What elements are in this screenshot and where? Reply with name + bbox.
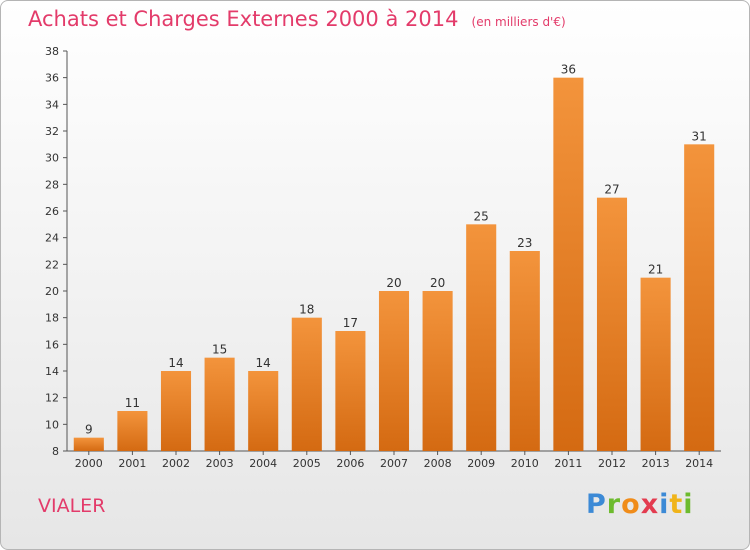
bar-value-label: 18 [299,303,314,317]
y-tick-label: 10 [45,418,59,431]
bar-value-label: 14 [168,356,183,370]
bar [466,224,497,451]
x-tick-label: 2009 [467,457,495,470]
x-tick-label: 2010 [511,457,539,470]
brand-logo-letter: P [586,489,607,520]
y-tick-label: 8 [52,445,59,458]
bar-value-label: 15 [212,343,227,357]
y-tick-label: 14 [45,365,59,378]
bar-value-label: 23 [517,236,532,250]
bar-value-label: 20 [386,276,401,290]
y-tick-label: 16 [45,338,59,351]
bar [422,291,453,451]
brand-logo-letter: r [606,489,622,520]
y-tick-label: 34 [45,98,59,111]
x-tick-label: 2007 [380,457,408,470]
x-tick-label: 2014 [685,457,713,470]
bar-value-label: 11 [125,396,140,410]
data-labels: 9 11 14 15 14 18 17 20 20 25 23 36 27 21 31 [85,63,707,437]
bar [596,197,628,451]
bar [204,357,235,451]
brand-logo[interactable]: Proxiti [586,489,694,520]
bar-value-label: 14 [256,356,271,370]
y-axis: 8 10 12 14 16 18 20 22 24 26 28 30 32 34 36 38 [45,45,68,458]
y-tick-label: 24 [45,232,59,245]
y-tick-label: 38 [45,45,59,58]
bar [335,331,366,451]
x-tick-label: 2000 [75,457,103,470]
bar [73,437,104,451]
bar [509,251,540,451]
x-tick-label: 2004 [249,457,277,470]
y-tick-label: 30 [45,152,59,165]
bar [248,371,279,451]
y-tick-label: 20 [45,285,59,298]
y-tick-label: 28 [45,178,59,191]
chart-subtitle: (en milliers d'€) [471,15,566,29]
x-tick-label: 2006 [336,457,364,470]
bar [640,277,671,451]
x-tick-label: 2012 [598,457,626,470]
bar-value-label: 25 [474,209,489,223]
bar-series [73,77,715,452]
bar-value-label: 36 [561,63,576,77]
bar [117,411,148,451]
x-tick-label: 2011 [554,457,582,470]
brand-logo-letter: o [621,489,641,520]
x-axis: 2000 2001 2002 2003 2004 2005 2006 2007 2008 2009… [67,450,721,470]
x-tick-label: 2013 [642,457,670,470]
chart-header: Achats et Charges Externes 2000 à 2014 (… [28,7,566,31]
bar [553,77,584,452]
y-tick-label: 22 [45,258,59,271]
y-tick-label: 36 [45,72,59,85]
bar [684,144,715,452]
bar-value-label: 17 [343,316,358,330]
bar-value-label: 20 [430,276,445,290]
place-name: VIALER [38,495,106,517]
y-tick-label: 12 [45,392,59,405]
brand-logo-letter: i [683,489,694,520]
bar [291,317,322,451]
x-tick-label: 2005 [293,457,321,470]
bar-value-label: 9 [85,423,93,437]
bar [160,371,192,451]
x-tick-label: 2001 [118,457,146,470]
bar-value-label: 21 [648,263,663,277]
bar-value-label: 31 [692,129,707,143]
bar-value-label: 27 [604,183,619,197]
y-tick-label: 32 [45,125,59,138]
y-tick-label: 18 [45,312,59,325]
x-tick-label: 2002 [162,457,190,470]
brand-logo-letter: x [640,489,660,520]
x-tick-label: 2003 [206,457,234,470]
y-tick-label: 26 [45,205,59,218]
brand-logo-letter: t [669,489,684,520]
bar [378,291,410,451]
chart-title: Achats et Charges Externes 2000 à 2014 [28,7,459,31]
x-tick-label: 2008 [424,457,452,470]
brand-logo-letter: i [659,489,670,520]
